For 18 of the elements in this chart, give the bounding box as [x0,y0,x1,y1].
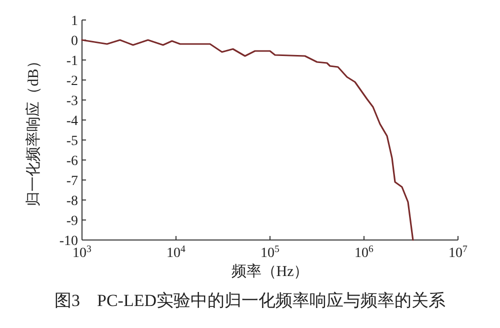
x-tick-label: 10$^{4}$ [166,244,186,261]
y-tick-label: -4 [66,114,78,129]
y-tick-label: -7 [66,174,78,189]
y-tick-label: -5 [66,134,78,149]
y-tick-label: -9 [66,214,78,229]
x-tick-label: 10$^{7}$ [448,244,468,261]
y-axis-title: 归一化频率响应（dB） [25,54,42,206]
y-tick-label: -3 [66,94,78,109]
x-tick-label: 10$^{6}$ [354,244,374,261]
text: 图3 PC-LED实验中的归一化频率响应与频率的关系 [54,291,446,310]
y-tick-label: -2 [66,74,78,89]
y-tick-label: 1 [71,14,78,29]
x-axis-title: 频率（Hz） [231,263,309,280]
y-tick-label: -6 [66,154,78,169]
x-tick-label: 10$^{5}$ [260,244,280,261]
y-tick-label: 0 [71,34,78,49]
y-tick-label: -1 [66,54,78,69]
y-tick-label: -8 [66,194,78,209]
